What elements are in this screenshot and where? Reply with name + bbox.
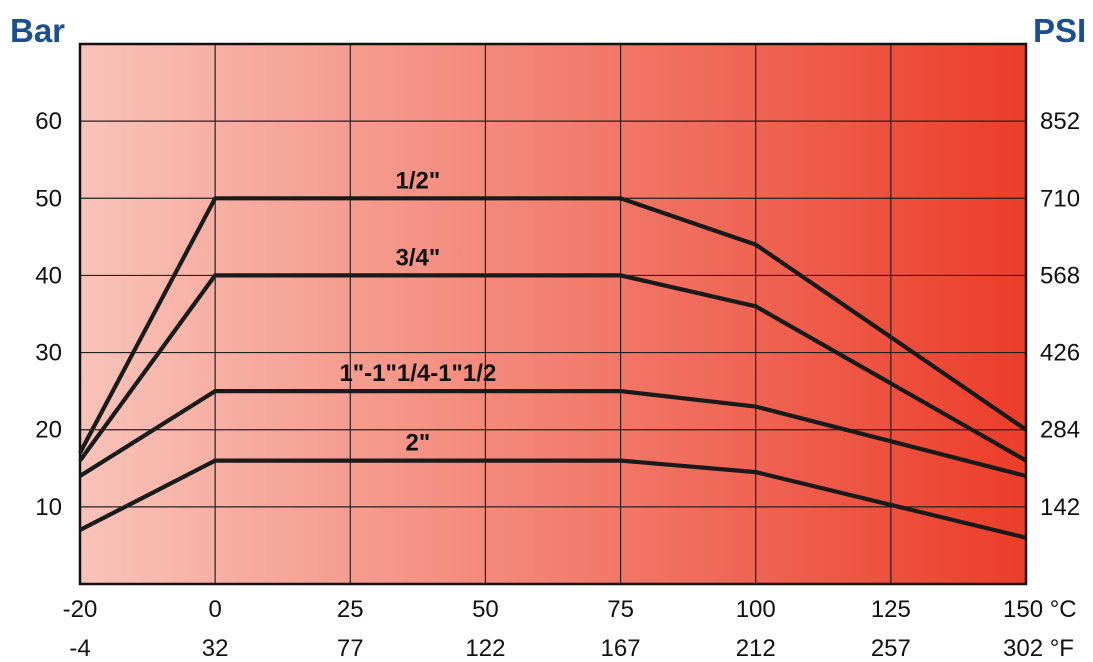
series-line-4: [79, 458, 1027, 540]
series-label-2: 3/4": [395, 244, 440, 271]
y-bar-tick-label: 60: [35, 108, 62, 135]
series-labels: 1/2" 3/4" 1"-1"1/4-1"1/2 2": [339, 167, 496, 456]
y-bar-tick-label: 40: [35, 262, 62, 289]
y-psi-ticks: 852 710 568 426 284 142: [1040, 108, 1080, 521]
x-celsius-tick-label: 125: [871, 596, 911, 623]
x-fahrenheit-tick-label: 122: [465, 635, 505, 662]
x-celsius-tick-label: -20: [63, 596, 98, 623]
plot-border: [78, 42, 1028, 586]
x-celsius-tick-label: 75: [607, 596, 634, 623]
x-fahrenheit-tick-label: -4: [69, 635, 90, 662]
y-psi-tick-label: 568: [1040, 262, 1080, 289]
series-label-1: 1/2": [395, 167, 440, 194]
x-fahrenheit-ticks: -4 32 77 122 167 212 257 302 °F: [69, 635, 1074, 662]
y-psi-tick-label: 426: [1040, 340, 1080, 367]
y-psi-tick-label: 284: [1040, 417, 1080, 444]
x-celsius-tick-label: 50: [472, 596, 499, 623]
x-fahrenheit-tick-label: 302 °F: [1003, 635, 1074, 662]
x-fahrenheit-tick-label: 167: [601, 635, 641, 662]
plot-area: [80, 44, 1026, 584]
y-psi-tick-label: 142: [1040, 494, 1080, 521]
y-bar-tick-label: 20: [35, 417, 62, 444]
x-fahrenheit-tick-label: 32: [202, 635, 229, 662]
x-celsius-tick-label: 150 °C: [1003, 596, 1077, 623]
right-axis-label: PSI: [1033, 12, 1086, 49]
x-celsius-ticks: -20 0 25 50 75 100 125 150 °C: [63, 596, 1077, 623]
x-fahrenheit-tick-label: 212: [736, 635, 776, 662]
y-bar-tick-label: 30: [35, 340, 62, 367]
x-celsius-tick-label: 100: [736, 596, 776, 623]
x-fahrenheit-tick-label: 77: [337, 635, 364, 662]
y-bar-ticks: 60 50 40 30 20 10: [35, 108, 62, 521]
series-label-3: 1"-1"1/4-1"1/2: [339, 360, 496, 387]
series-line-3: [78, 389, 1027, 479]
left-axis-label: Bar: [10, 12, 65, 49]
y-psi-tick-label: 852: [1040, 108, 1080, 135]
x-celsius-tick-label: 0: [208, 596, 221, 623]
y-bar-tick-label: 50: [35, 185, 62, 212]
y-bar-tick-label: 10: [35, 494, 62, 521]
x-celsius-tick-label: 25: [337, 596, 364, 623]
series-group: [78, 196, 1028, 540]
y-psi-tick-label: 710: [1040, 185, 1080, 212]
x-fahrenheit-tick-label: 257: [871, 635, 911, 662]
series-label-4: 2": [405, 430, 430, 457]
series-line-1: [78, 196, 1028, 454]
series-line-2: [78, 273, 1028, 463]
